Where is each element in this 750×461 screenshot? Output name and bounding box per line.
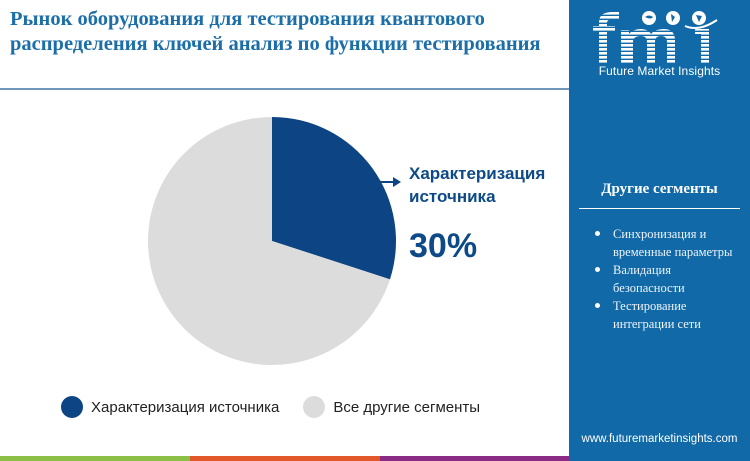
title-divider <box>0 88 570 90</box>
stripe-purple <box>380 456 570 461</box>
legend-label: Характеризация источника <box>91 398 280 416</box>
website-link[interactable]: www.futuremarketinsights.com <box>581 433 738 445</box>
pie-slice-0 <box>272 117 396 280</box>
legend-label: Все другие сегменты <box>333 398 481 416</box>
callout-label: Характеризация источника <box>409 164 546 206</box>
sidebar-heading: Другие сегменты <box>601 181 718 197</box>
pie-slice-1 <box>148 117 390 365</box>
stripe-green <box>0 456 190 461</box>
brand-name: Future Market Insights <box>598 64 721 78</box>
callout-value: 30% <box>409 227 478 265</box>
list-item: Валидация безопасности <box>595 261 745 297</box>
legend-item-other: Все другие сегменты <box>303 396 480 418</box>
legend-swatch-icon <box>303 396 326 418</box>
chart-legend: Характеризация источника Все другие сегм… <box>61 396 504 418</box>
fmi-logo-icon <box>593 11 718 64</box>
list-item: Тестирование интеграции сети <box>595 297 745 333</box>
legend-swatch-icon <box>61 396 83 418</box>
pie-chart <box>148 117 396 365</box>
list-item: Синхронизация и временные параметры <box>595 225 745 261</box>
other-segments-list: Синхронизация и временные параметры Вали… <box>595 225 745 333</box>
chart-title: Рынок оборудования для тестирования кван… <box>10 8 541 55</box>
sidebar-divider <box>579 208 740 209</box>
callout-arrow-icon <box>380 177 401 187</box>
sidebar-panel: Future Market Insights Другие сегменты С… <box>569 0 750 461</box>
stripe-orange <box>190 456 380 461</box>
legend-item-source: Характеризация источника <box>61 396 279 418</box>
